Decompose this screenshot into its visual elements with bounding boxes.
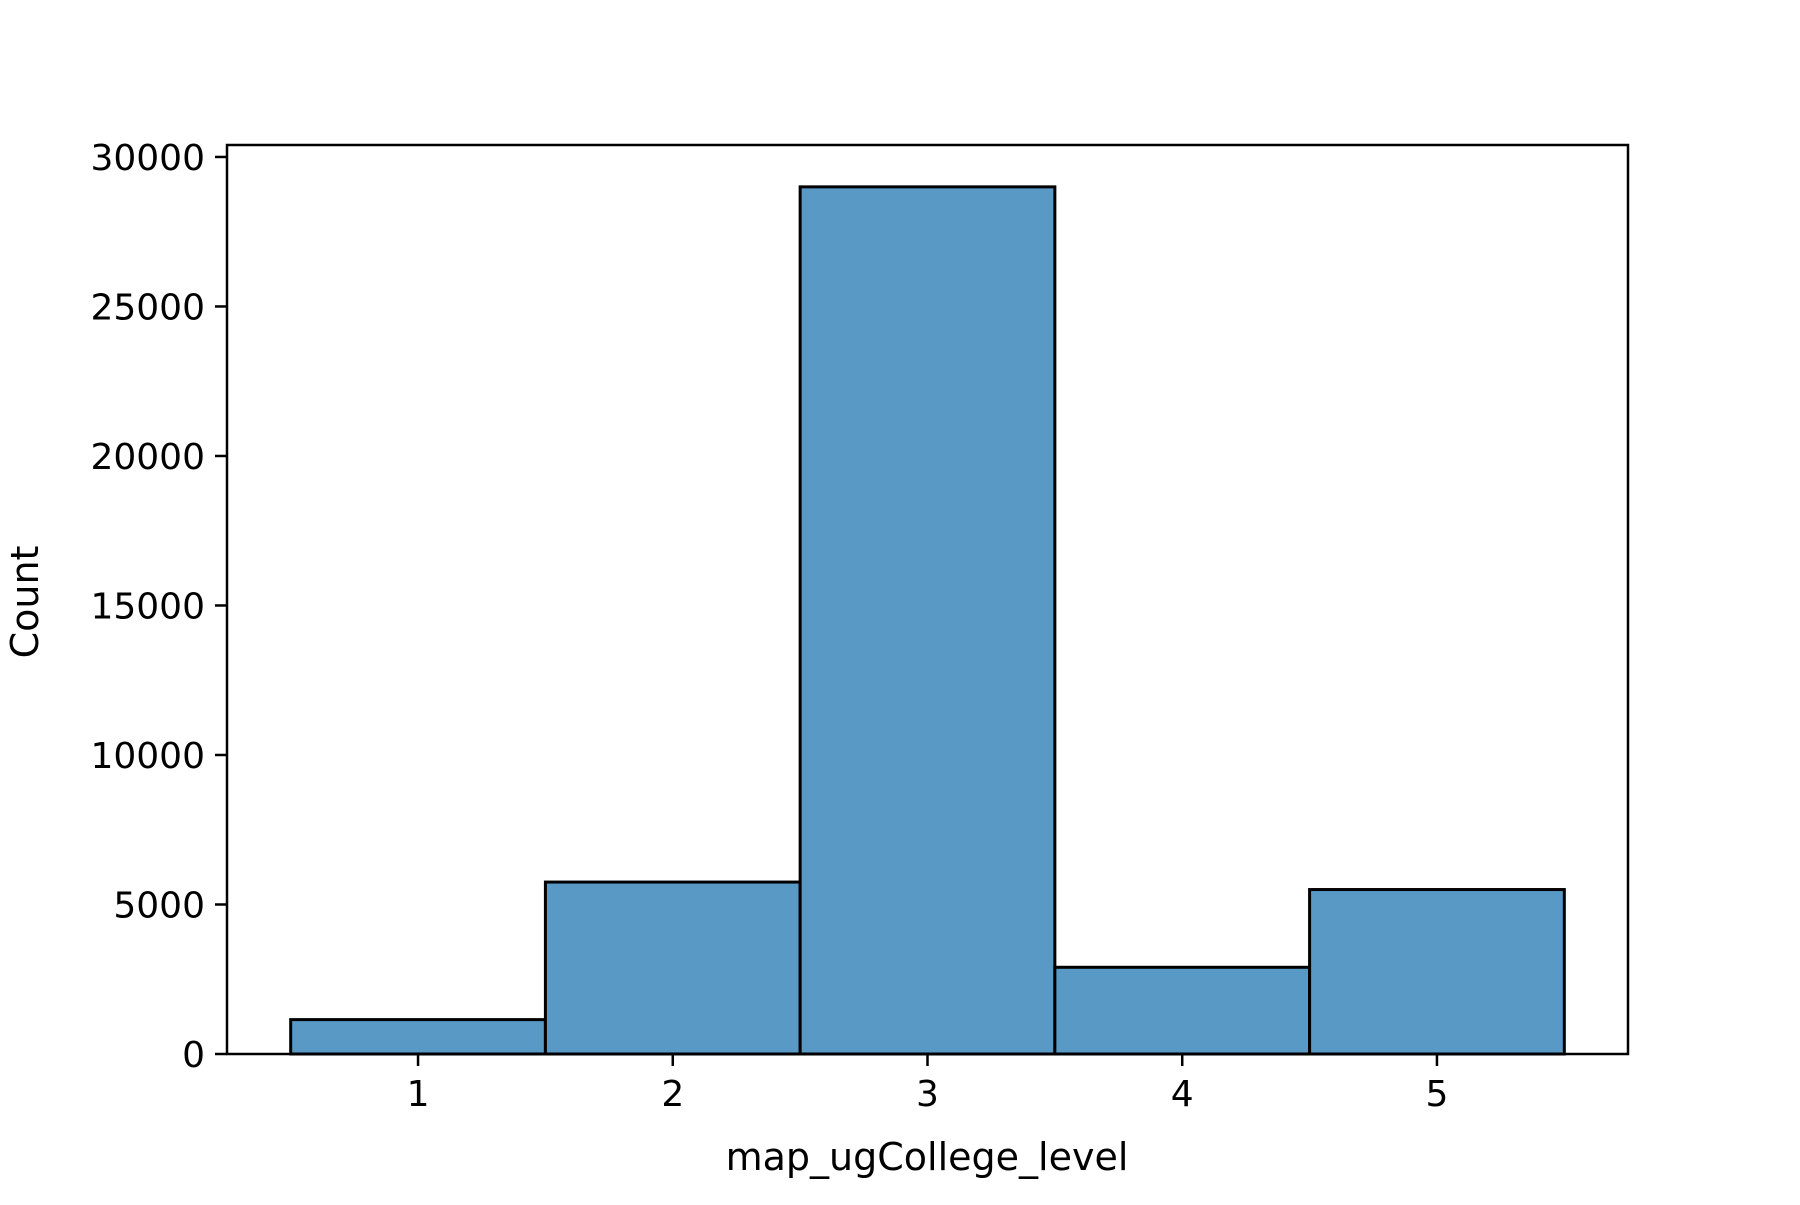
x-tick-label: 1 xyxy=(407,1074,430,1115)
bar-4 xyxy=(1053,965,1312,1056)
x-tick-label: 2 xyxy=(661,1074,684,1115)
y-tick-label: 0 xyxy=(182,1035,205,1076)
y-axis: 0 5000 10000 15000 20000 25000 30000 xyxy=(90,138,227,1076)
y-tick-label: 25000 xyxy=(90,287,205,328)
x-tick-label: 4 xyxy=(1171,1074,1194,1115)
x-tick-label: 5 xyxy=(1426,1074,1449,1115)
bar-3 xyxy=(798,185,1057,1056)
y-tick-label: 15000 xyxy=(90,586,205,627)
y-tick-label: 5000 xyxy=(113,885,205,926)
x-tick-label: 3 xyxy=(916,1074,939,1115)
bar-5 xyxy=(1308,888,1566,1056)
y-axis-label: Count xyxy=(3,546,47,659)
x-axis: 1 2 3 4 5 xyxy=(407,1054,1449,1115)
x-axis-label: map_ugCollege_level xyxy=(726,1135,1129,1179)
y-tick-label: 10000 xyxy=(90,736,205,777)
y-tick-label: 30000 xyxy=(90,138,205,179)
y-tick-label: 20000 xyxy=(90,437,205,478)
bar-1 xyxy=(289,1018,547,1056)
bar-2 xyxy=(543,880,802,1056)
bars-layer xyxy=(289,185,1566,1056)
